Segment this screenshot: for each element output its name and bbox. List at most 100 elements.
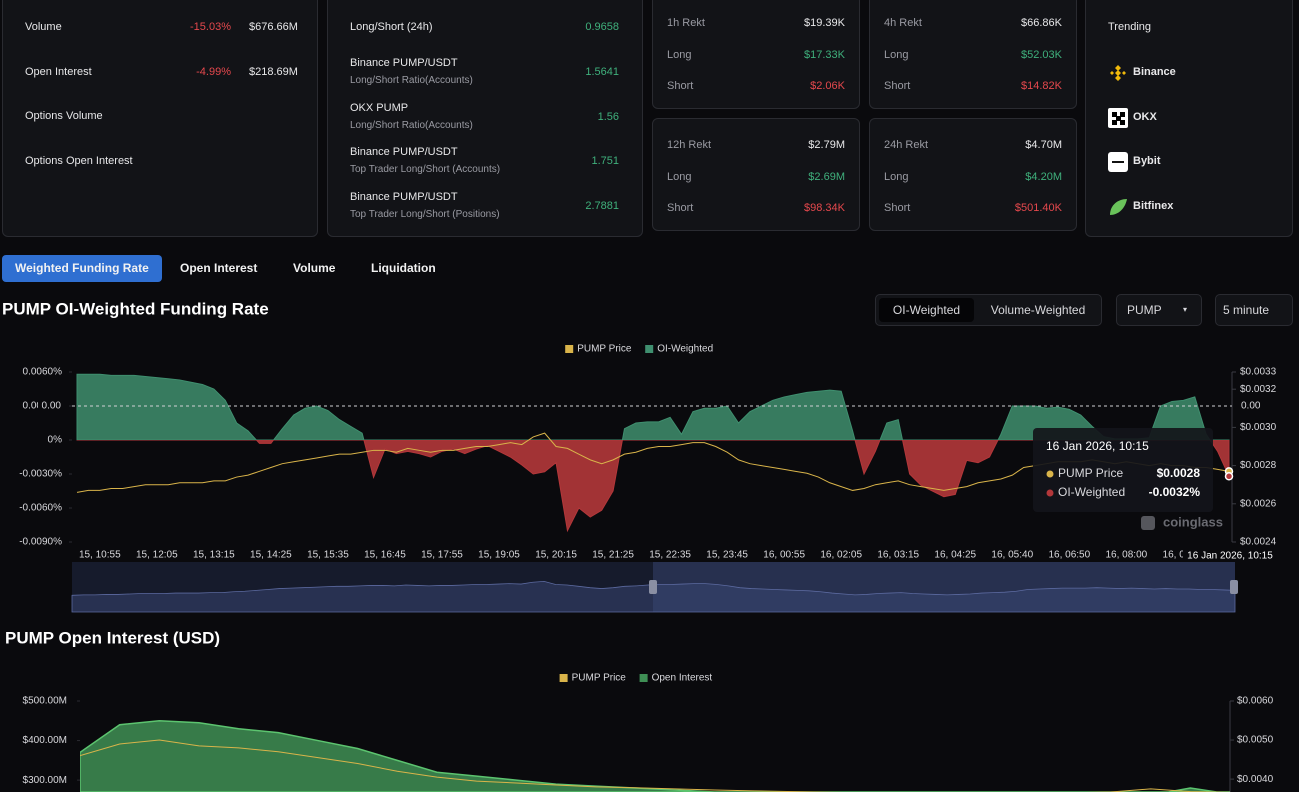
y2-tick-label: $0.0026	[1240, 498, 1277, 509]
area	[80, 720, 1230, 792]
metric-value: $218.69M	[249, 65, 298, 78]
x-tick-label: 15, 17:55	[421, 550, 463, 561]
tooltip-name: PUMP Price	[1058, 466, 1123, 480]
ratio-title: Binance PUMP/USDT	[350, 57, 458, 69]
ratio-title: OKX PUMP	[350, 101, 409, 114]
y2-tick-label: $0.0033	[1240, 367, 1277, 378]
tab[interactable]: Weighted Funding Rate	[2, 255, 162, 282]
x-tick-label: 15, 21:25	[592, 550, 634, 561]
bybit-mark	[1112, 161, 1124, 163]
legend-swatch	[639, 674, 648, 682]
tab[interactable]: Open Interest	[180, 261, 258, 275]
metric-change: -4.99%	[196, 65, 231, 78]
ratio-value: 0.9658	[585, 21, 619, 33]
rekt-value: $17.33K	[804, 48, 845, 61]
y-tick-label: -0.0030%	[19, 469, 62, 480]
x-tick-label: 15, 20:15	[535, 550, 577, 561]
okx-cell	[1112, 111, 1117, 117]
rekt-label: Long	[884, 170, 909, 183]
watermark: coinglass	[1163, 514, 1223, 529]
area-positive	[76, 373, 1230, 440]
ratio-value: 1.751	[591, 155, 619, 167]
pointer-dot	[1224, 472, 1234, 481]
tooltip-value: $0.0028	[1157, 466, 1201, 480]
ratio-value: 2.7881	[585, 199, 619, 212]
slider-area	[71, 580, 1236, 613]
mode-option[interactable]: OI-Weighted	[879, 298, 974, 322]
rekt-label: Long	[884, 48, 909, 61]
ratio-subtitle: Long/Short Ratio(Accounts)	[350, 75, 473, 86]
y2-tick-label: $0.0032	[1240, 384, 1277, 395]
y2-tick-label: $0.0040	[1237, 774, 1274, 785]
x-tick-label: 15, 10:55	[79, 550, 121, 561]
legend-label: Open Interest	[652, 673, 713, 684]
exchange-icon	[1110, 65, 1126, 81]
chart-title: PUMP OI-Weighted Funding Rate	[2, 299, 269, 318]
legend-label: OI-Weighted	[657, 344, 713, 355]
rekt-value: $52.03K	[1021, 48, 1062, 61]
x-tick-label: 16, 02:05	[820, 550, 862, 561]
rekt-value: $2.69M	[808, 170, 845, 183]
rekt-label: 24h Rekt	[884, 139, 929, 151]
rekt-label: Short	[667, 202, 694, 214]
x-tick-label: 15, 14:25	[250, 550, 292, 561]
tooltip-name: OI-Weighted	[1058, 485, 1125, 499]
exchange-name: OKX	[1133, 110, 1157, 123]
price-line	[80, 739, 1230, 792]
mark-label: 0.00	[42, 401, 62, 412]
market-card: Volume -15.03% $676.66M Open Interest -4.99%…	[2, 0, 318, 237]
slider-handle[interactable]	[1230, 580, 1238, 594]
mode-option[interactable]: Volume-Weighted	[990, 303, 1086, 317]
legend-swatch	[645, 345, 654, 353]
rekt-card: 4h Rekt $66.86K Long $52.03K Short $14.82K	[869, 0, 1077, 109]
y-tick-label: 0.0060%	[23, 367, 63, 378]
y2-tick-label: $0.0060	[1237, 696, 1274, 707]
tooltip-value: -0.0032%	[1149, 485, 1201, 499]
x-tick-label: 16, 08:00	[1105, 550, 1147, 561]
rekt-label: Long	[667, 48, 692, 61]
y-tick-label: 0%	[48, 435, 63, 446]
x-tick-label: 15, 16:45	[364, 550, 406, 561]
metric-label: Volume	[25, 21, 62, 33]
legend-label: PUMP Price	[572, 673, 627, 684]
rekt-value: $66.86K	[1021, 17, 1062, 29]
mark-label: 0.00	[1241, 401, 1261, 412]
mark-label-bg	[38, 399, 64, 413]
metric-label: Options Volume	[25, 110, 103, 123]
slider-handle[interactable]	[649, 580, 657, 594]
y2-tick-label: $0.0030	[1240, 422, 1277, 433]
rekt-value: $14.82K	[1021, 80, 1062, 92]
y-tick-label: -0.0090%	[19, 537, 62, 548]
ratio-value: 1.5641	[585, 66, 619, 78]
exchange-icon	[1108, 152, 1128, 172]
bitfinex-icon	[1110, 198, 1127, 215]
metric-change: -15.03%	[190, 21, 231, 33]
tooltip-title: 16 Jan 2026, 10:15	[1046, 439, 1149, 453]
rekt-card: 1h Rekt $19.39K Long $17.33K Short $2.06K	[652, 0, 860, 109]
tooltip-dot	[1046, 489, 1054, 497]
y2-tick-label: $0.0024	[1240, 537, 1277, 548]
trending-card: Trending Binance OKX Bybit Bitfinex	[1085, 0, 1293, 237]
mode-toggle: OI-Weighted Volume-Weighted	[875, 294, 1102, 326]
exchange-icon	[1110, 198, 1127, 215]
x-tick-label: 16, 04:25	[934, 550, 976, 561]
x-tick-label: 15, 12:05	[136, 550, 178, 561]
ratio-subtitle: Long/Short Ratio(Accounts)	[350, 119, 473, 131]
pointer-label: 16 Jan 2026, 10:15	[1187, 551, 1273, 562]
x-tick-label: 16, 06:50	[1048, 550, 1090, 561]
interval-select[interactable]: 5 minute	[1215, 294, 1293, 326]
ratio-title: Long/Short (24h)	[350, 21, 433, 33]
metric-label: Open Interest	[25, 65, 92, 78]
okx-cell	[1120, 119, 1125, 125]
tab[interactable]: Volume	[293, 261, 336, 275]
rekt-label: Short	[667, 80, 694, 92]
tab[interactable]: Liquidation	[371, 261, 436, 275]
rekt-card: 12h Rekt $2.79M Long $2.69M Short $98.34K	[652, 118, 860, 231]
interval-value: 5 minute	[1223, 303, 1270, 317]
symbol-select[interactable]: PUMP ▾	[1116, 294, 1202, 326]
rekt-value: $2.79M	[808, 139, 845, 151]
caret: ▾	[1183, 305, 1188, 314]
rekt-label: 12h Rekt	[667, 139, 712, 151]
